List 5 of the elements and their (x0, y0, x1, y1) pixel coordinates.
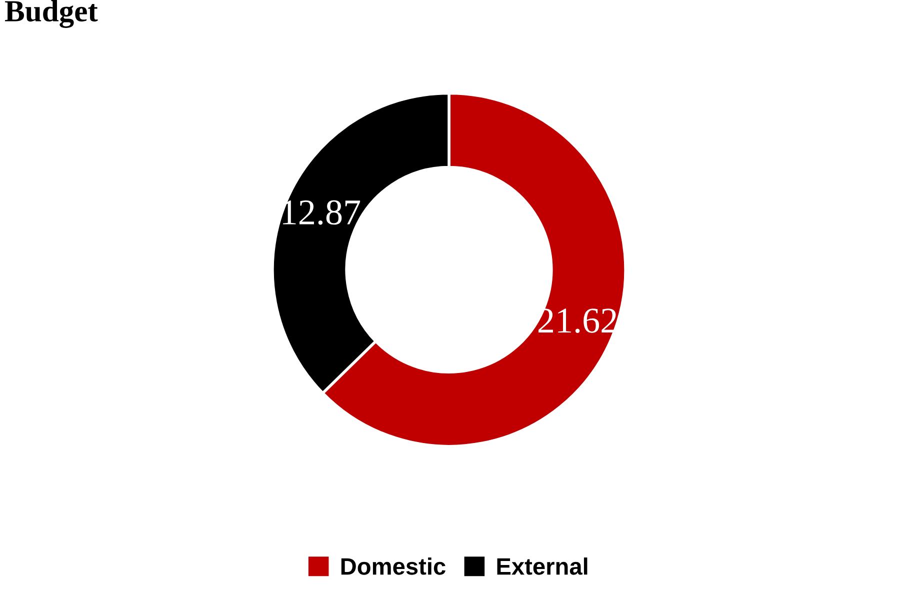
data-label: 12.87 (283, 200, 360, 225)
legend-label: Domestic (341, 557, 446, 575)
data-label: 21.62 (538, 308, 616, 334)
legend-label: External (497, 557, 588, 575)
chart-title: Budget (4, 0, 98, 28)
